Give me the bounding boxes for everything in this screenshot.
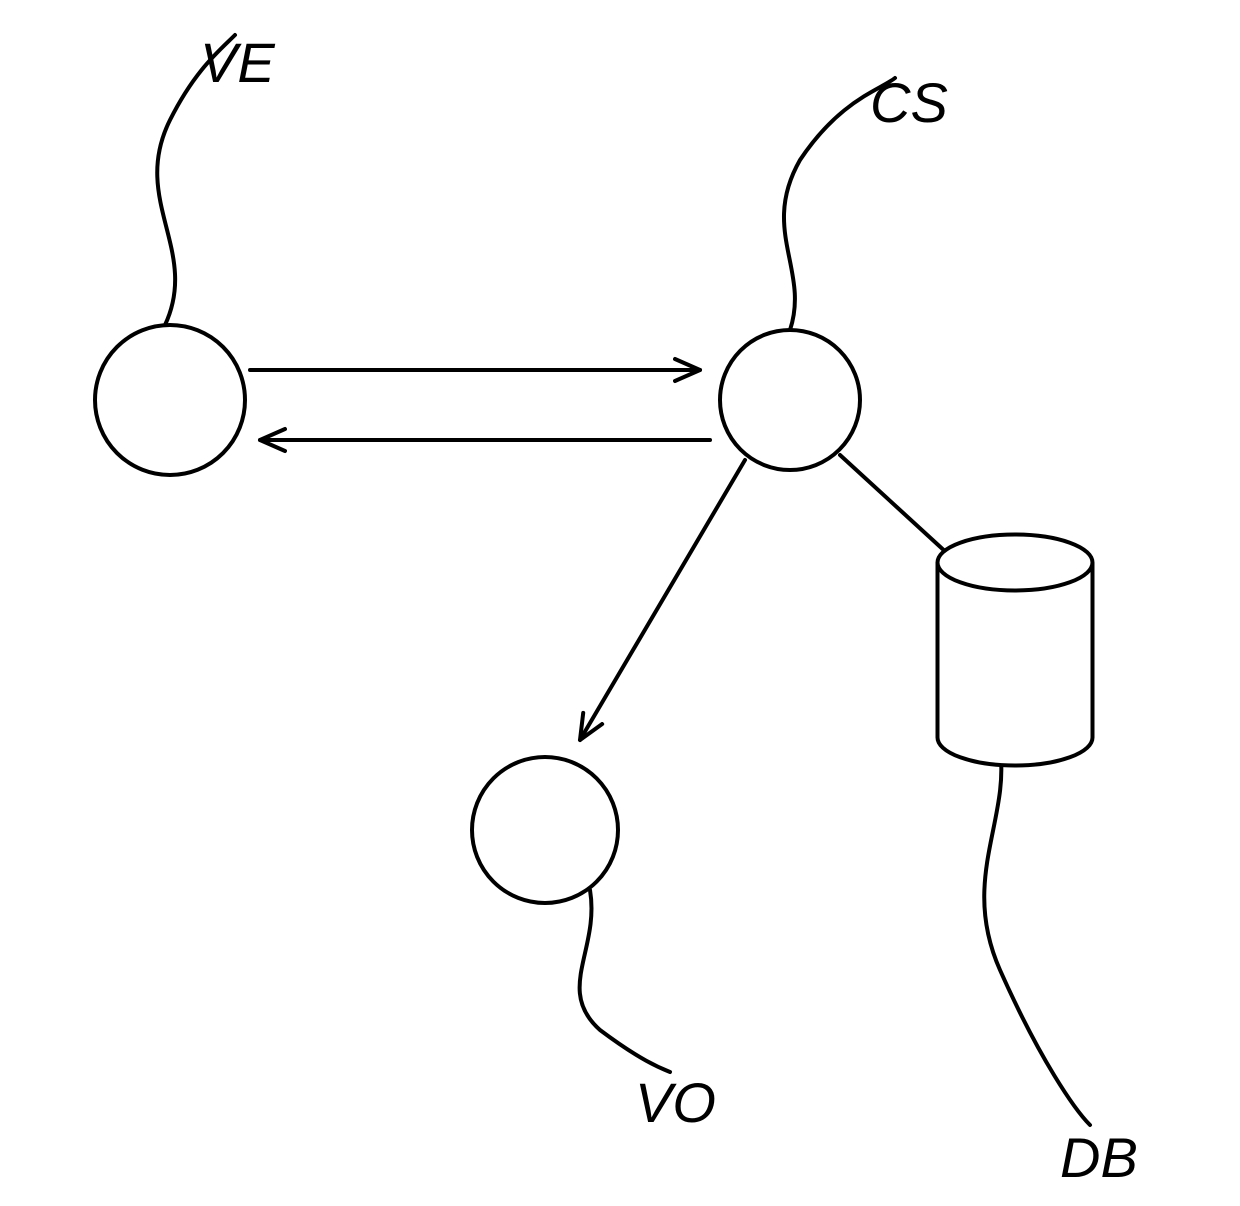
node-DB (938, 535, 1093, 766)
edge-CS-DB (840, 455, 960, 565)
label-ve: VE (200, 30, 275, 95)
label-vo: VO (635, 1070, 716, 1135)
network-diagram (0, 0, 1240, 1206)
label-db: DB (1060, 1125, 1138, 1190)
node-VO (472, 757, 618, 903)
label-cs: CS (870, 70, 948, 135)
node-VE (95, 325, 245, 475)
leader-VO (580, 890, 670, 1072)
node-CS (720, 330, 860, 470)
leader-DB (984, 750, 1090, 1125)
edge-CS-VO (580, 460, 745, 740)
